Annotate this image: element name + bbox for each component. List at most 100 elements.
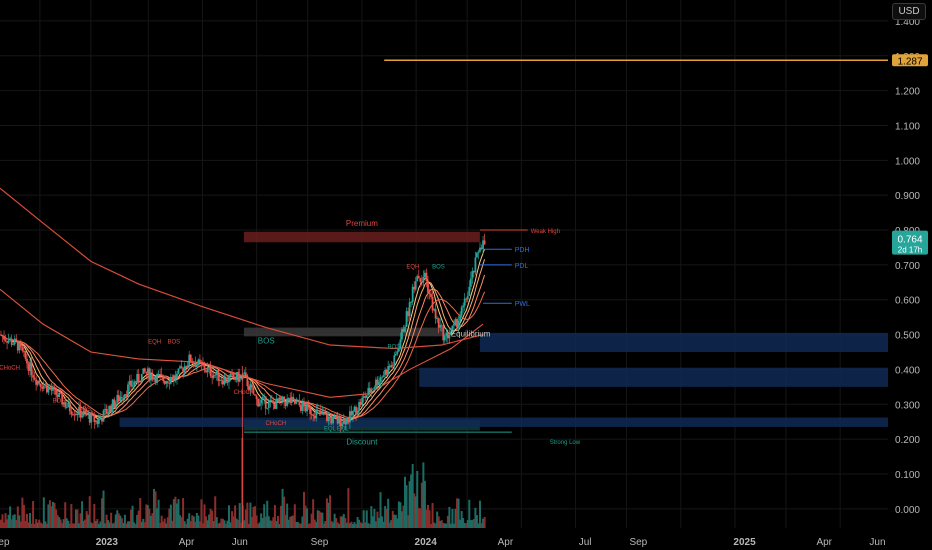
candle-body [226,382,229,383]
volume-bar [85,511,88,528]
candle-body [179,366,181,369]
candle-body [169,378,172,384]
volume-bar [110,512,113,528]
volume-bar [169,504,172,528]
volume-bar [30,523,33,528]
volume-bar [355,523,358,528]
candle-body [454,319,457,324]
candle-body [55,387,57,395]
volume-bar [39,522,42,528]
candle-body [353,406,356,411]
volume-bar [273,505,276,528]
candle-body [258,403,261,407]
volume-bar [449,523,452,528]
volume-bar [387,498,390,528]
volume-bar [224,523,227,528]
volume-bar [51,501,54,528]
candle-body [243,372,246,375]
candle-body [241,374,244,376]
candle-body [263,396,266,398]
candle-body [41,386,44,389]
candle-body [270,400,273,402]
candle-body [159,373,162,375]
price-axis[interactable]: 1.4001.3001.2001.1001.0000.9000.8000.700… [888,0,932,550]
volume-bar [102,490,105,528]
candle-body [350,411,353,416]
volume-bar [410,474,413,528]
structure-label-choch: CHoCH [234,390,255,396]
price-tick-label: 0.500 [895,331,920,342]
candle-body [183,366,186,373]
candle-body [387,366,390,375]
candle-body [483,240,486,245]
candle-body [313,416,316,419]
candle-body [477,251,480,253]
volume-bar [104,523,107,528]
last-price-badge [892,230,928,255]
candle-body [264,396,267,409]
volume-bar [296,522,299,528]
candle-body [347,418,350,423]
volume-bar [423,480,426,528]
time-axis[interactable]: Sep 2023 Apr Jun Sep 2024 Apr Jul Sep 2025 Apr Jun [0,528,932,550]
candle-body [61,393,64,405]
volume-bar [384,506,387,528]
volume-bar [177,499,180,528]
volume-bar [264,516,267,528]
volume-bar [459,519,462,528]
candle-body [365,395,368,398]
candle-body [150,374,152,381]
volume-bar [477,523,480,528]
volume-bar [465,523,468,528]
candle-body [416,276,419,282]
volume-bar [131,505,134,528]
candle-body [289,398,292,403]
volume-bar [195,512,198,528]
candle-body [378,381,380,386]
candle-body [44,384,47,386]
volume-bar [469,520,472,528]
candle-body [277,398,279,402]
candle-body [195,364,198,367]
volume-bar [163,518,166,528]
time-tick-label: Sep [311,537,329,548]
candle-body [283,396,285,403]
volume-bar [183,521,186,528]
volume-bar [122,522,125,528]
volume-bar [10,519,13,528]
candle-body [404,326,406,332]
volume-bar [96,519,99,528]
candle-body [107,412,109,414]
candle-body [468,286,471,296]
candle-body [91,413,94,415]
candle-body [220,379,223,381]
candle-body [166,381,169,384]
volume-bar [309,523,312,528]
volume-bar [420,482,423,528]
candle-body [324,413,327,415]
volume-bar [332,522,335,528]
candle-body [266,407,269,409]
volume-bar [301,516,304,528]
candle-body [450,331,452,335]
volume-bar [74,509,77,528]
volume-bar [113,522,116,528]
volume-bar [454,508,457,528]
volume-bar [133,522,136,528]
volume-bar [172,499,175,528]
candle-body [440,325,443,326]
candle-body [238,375,241,382]
price-tick-label: 0.900 [895,191,920,202]
candle-body [425,272,428,281]
volume-bar [15,519,18,528]
volume-bar [371,516,374,528]
volume-bar [456,498,459,528]
currency-button[interactable]: USD [892,3,926,20]
candle-body [176,373,178,379]
candle-body [361,397,364,405]
candle-body [64,402,67,408]
volume-bar [439,520,442,528]
candle-body [145,371,148,374]
